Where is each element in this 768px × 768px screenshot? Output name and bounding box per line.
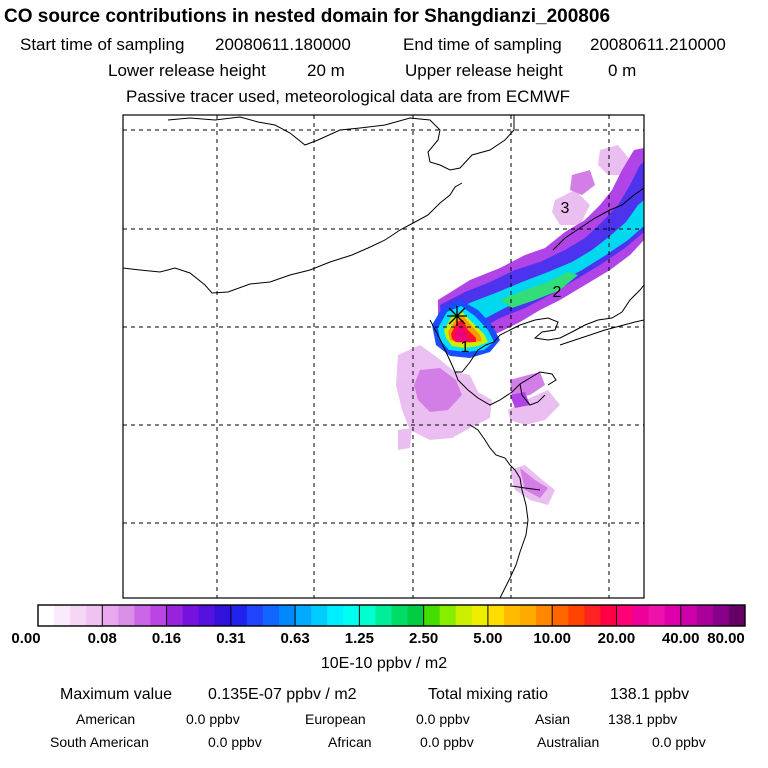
colorbar-swatch xyxy=(584,605,601,626)
region-name: Australian xyxy=(537,734,600,750)
colorbar-swatch xyxy=(648,605,666,626)
region-name: Asian xyxy=(535,711,571,727)
plume-band-blue xyxy=(440,162,644,335)
colorbar-swatch xyxy=(214,605,232,626)
colorbar-swatch xyxy=(86,605,103,626)
colorbar-tick-label: 40.00 xyxy=(661,630,700,647)
colorbar-swatch xyxy=(455,605,473,626)
colorbar-swatch xyxy=(182,605,200,626)
colorbar-swatch xyxy=(134,605,151,626)
end-time-label: End time of sampling xyxy=(403,35,562,54)
colorbar-swatch xyxy=(295,605,312,626)
colorbar-swatch xyxy=(262,605,280,626)
coastlines xyxy=(123,115,644,598)
colorbar-swatch xyxy=(552,605,569,626)
colorbar-tick-label: 10.00 xyxy=(533,630,571,647)
region-label-1: 1 xyxy=(461,339,470,356)
max-value-label: Maximum value xyxy=(60,686,173,703)
total-mixing-value: 138.1 ppbv xyxy=(610,686,690,703)
colorbar-tick-label: 0.00 xyxy=(11,630,41,647)
colorbar-swatch xyxy=(279,605,296,626)
colorbar-tick-label: 0.08 xyxy=(87,630,117,647)
plume-light xyxy=(414,170,595,498)
plume-band-cyan xyxy=(450,200,644,330)
colorbar-swatch xyxy=(102,605,119,626)
receptor-star-icon xyxy=(447,306,467,326)
colorbar-tick-label: 0.63 xyxy=(280,630,310,647)
colorbar-frame xyxy=(37,604,746,627)
colorbar-tick-label: 0.31 xyxy=(216,630,246,647)
tracer-note: Passive tracer used, meteorological data… xyxy=(126,87,571,106)
colorbar-swatch xyxy=(391,605,408,626)
colorbar-swatch xyxy=(343,605,360,626)
colorbar-swatch xyxy=(520,605,537,626)
colorbar-swatch xyxy=(503,605,521,626)
lower-release-label: Lower release height xyxy=(108,61,266,80)
plume-band-green xyxy=(500,272,578,308)
map-frame xyxy=(122,114,645,599)
region-value: 0.0 ppbv xyxy=(652,734,706,750)
colorbar-swatch xyxy=(664,605,682,626)
colorbar-swatch xyxy=(70,605,87,626)
upper-release-value: 0 m xyxy=(608,61,637,80)
max-value: 0.135E-07 ppbv / m2 xyxy=(208,686,357,703)
region-name: European xyxy=(305,711,366,727)
colorbar-swatch xyxy=(246,605,264,626)
colorbar-swatch xyxy=(487,605,505,626)
colorbar-swatch xyxy=(198,605,216,626)
colorbar-swatch xyxy=(311,605,328,626)
upper-release-label: Upper release height xyxy=(405,61,563,80)
colorbar-swatch xyxy=(166,605,184,626)
graticule xyxy=(123,115,644,598)
colorbar-swatch xyxy=(536,605,553,626)
colorbar-swatch xyxy=(728,605,746,626)
colorbar-tick-label: 80.00 xyxy=(707,630,745,647)
colorbar-swatch xyxy=(568,605,585,626)
map-title: CO source contributions in nested domain… xyxy=(4,6,611,27)
end-time-value: 20080611.210000 xyxy=(590,35,726,54)
colorbar xyxy=(37,604,746,627)
region-value: 0.0 ppbv xyxy=(420,734,474,750)
colorbar-swatch xyxy=(327,605,344,626)
colorbar-swatch xyxy=(680,605,698,626)
region-label-3: 3 xyxy=(561,200,570,217)
colorbar-swatch xyxy=(616,605,633,626)
colorbar-swatch xyxy=(407,605,425,626)
colorbar-swatch xyxy=(471,605,489,626)
region-value: 0.0 ppbv xyxy=(186,711,240,727)
start-time-label: Start time of sampling xyxy=(20,35,185,54)
colorbar-tick-label: 0.16 xyxy=(151,630,182,647)
start-time-value: 20080611.180000 xyxy=(215,35,351,54)
colorbar-swatch xyxy=(439,605,457,626)
region-name: South American xyxy=(50,734,149,750)
region-value: 0.0 ppbv xyxy=(416,711,470,727)
region-value: 0.0 ppbv xyxy=(208,734,262,750)
colorbar-swatch xyxy=(359,605,376,626)
colorbar-swatch xyxy=(375,605,392,626)
region-label-2: 2 xyxy=(553,284,562,301)
colorbar-swatch xyxy=(696,605,714,626)
colorbar-swatch xyxy=(54,605,71,626)
region-name: American xyxy=(76,711,136,727)
colorbar-tick-label: 1.25 xyxy=(344,630,374,647)
colorbar-tick-label: 2.50 xyxy=(409,630,439,647)
region-value: 138.1 ppbv xyxy=(608,711,678,727)
region-name: African xyxy=(328,734,372,750)
colorbar-swatch xyxy=(632,605,649,626)
colorbar-swatch xyxy=(600,605,617,626)
colorbar-swatch xyxy=(118,605,135,626)
colorbar-tick-label: 20.00 xyxy=(597,630,636,647)
colorbar-swatch xyxy=(423,605,441,626)
lower-release-value: 20 m xyxy=(307,61,345,80)
colorbar-swatch xyxy=(230,605,248,626)
colorbar-swatch xyxy=(38,605,55,626)
colorbar-swatch xyxy=(712,605,730,626)
colorbar-tick-label: 5.00 xyxy=(473,630,503,647)
colorbar-units: 10E-10 ppbv / m2 xyxy=(320,655,448,672)
total-mixing-label: Total mixing ratio xyxy=(428,686,549,703)
colorbar-swatch xyxy=(150,605,167,626)
